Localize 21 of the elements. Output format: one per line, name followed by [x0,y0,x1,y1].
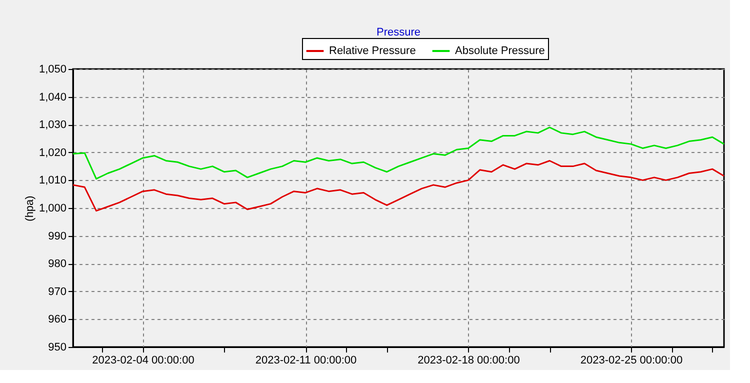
y-tick-label: 950 [48,342,66,354]
y-tick-label: 1,010 [38,174,66,187]
y-tick-label: 1,030 [38,119,66,132]
y-tick-label: 990 [48,230,66,242]
legend-label: Relative Pressure [329,45,416,57]
chart-title: Pressure [376,26,421,38]
y-tick-label: 1,020 [38,146,66,159]
x-tick-label: 2023-02-11 00:00:00 [255,354,357,366]
y-tick-label: 980 [48,258,66,270]
legend-label: Absolute Pressure [455,45,545,57]
x-tick-label: 2023-02-04 00:00:00 [92,354,194,366]
y-tick-label: 960 [48,314,66,326]
y-tick-label: 1,000 [38,202,66,214]
x-tick-label: 2023-02-18 00:00:00 [418,354,520,366]
y-axis-title: (hpa) [24,196,36,222]
y-tick-label: 1,050 [38,64,66,76]
y-tick-label: 1,040 [38,91,66,104]
y-tick-label: 970 [48,286,66,298]
line-series [72,126,725,180]
line-series [72,160,725,212]
x-tick-label: 2023-02-25 00:00:00 [580,354,683,366]
